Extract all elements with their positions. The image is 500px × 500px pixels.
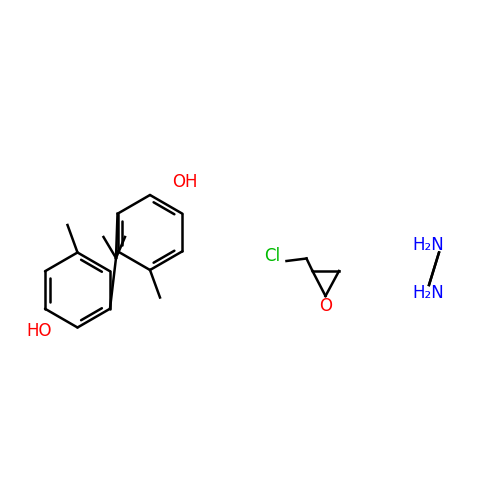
Text: Cl: Cl (264, 247, 280, 265)
Text: H₂N: H₂N (412, 284, 444, 302)
Text: H₂N: H₂N (412, 236, 444, 254)
Text: O: O (319, 297, 332, 315)
Text: OH: OH (172, 173, 198, 191)
Text: HO: HO (26, 322, 52, 340)
